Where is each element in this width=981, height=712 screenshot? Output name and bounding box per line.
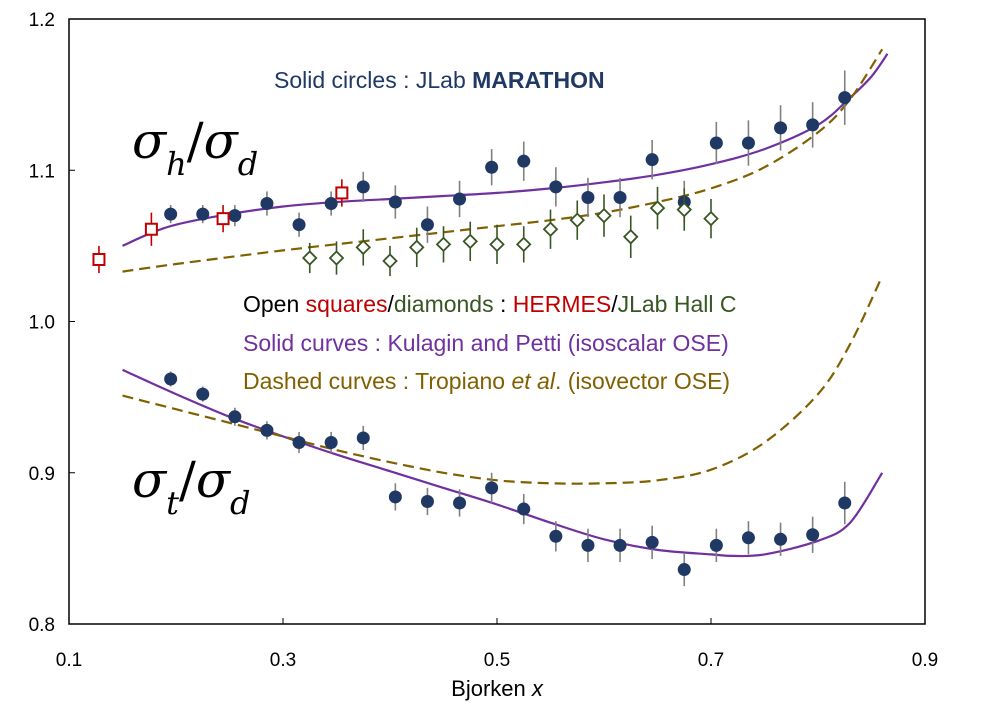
data-point-circle [581,190,595,204]
data-point-square [335,186,349,200]
data-point-circle [260,197,274,211]
data-point-diamond [355,239,372,256]
x-axis-title: Bjorken x [451,676,544,701]
data-point-circle [196,387,210,401]
data-point-diamond [489,236,505,253]
x-tick-label: 0.9 [912,650,938,671]
data-point-diamond [622,229,639,245]
x-tick-label: 0.3 [270,650,296,671]
data-point-diamond [382,253,398,269]
data-point-circle [196,207,210,221]
data-point-circle [613,538,627,552]
data-point-circle [549,180,563,194]
data-point-diamond [596,207,612,224]
data-point-circle [164,372,178,386]
data-point-diamond [301,250,318,266]
data-point-diamond [435,236,452,253]
data-point-circle [645,535,659,549]
y-tick-label: 1.1 [29,161,55,182]
data-point-circle [453,496,467,510]
data-point-square [144,222,158,236]
y-tick-label: 1.2 [29,10,55,31]
curve-solid-2 [122,368,884,558]
data-point-circle [806,528,820,542]
data-point-circle [420,494,434,508]
data-point-circle [613,190,627,204]
data-point-circle [741,136,755,150]
data-point-circle [485,481,499,495]
data-point-circle [581,538,595,552]
data-point-circle [645,153,659,167]
data-point-diamond [569,212,586,228]
y-tick-label: 0.8 [29,615,55,636]
data-point-diamond [328,250,345,266]
data-point-circle [453,192,467,206]
data-point-circle [260,423,274,437]
data-point-diamond [542,221,559,238]
data-point-square [216,212,230,226]
data-point-circle [709,136,723,150]
data-point-diamond [649,200,666,216]
data-point-circle [356,180,370,194]
label-sigma-h-over-sigma-d: σh/σd [132,112,258,183]
axis-ticks: 0.1 0.3 0.5 0.7 0.9 0.8 0.9 1.0 1.1 1.2 [29,10,939,671]
data-point-circle [485,160,499,174]
label-sigma-t-over-sigma-d: σt/σd [132,451,250,522]
data-point-diamond [515,236,532,253]
data-point-circle [838,91,852,105]
data-point-circle [774,121,788,135]
curve-dashed-3 [122,275,884,485]
data-point-circle [228,410,242,424]
data-point-circle [709,538,723,552]
data-point-circle [388,490,402,504]
data-point-circle [517,502,531,516]
y-tick-label: 0.9 [29,464,55,485]
annotation-open-markers: Open squares/diamonds : HERMES/JLab Hall… [243,291,736,317]
plot-frame [68,18,926,625]
data-point-diamond [408,239,425,256]
data-point-circle [774,532,788,546]
data-point-diamond [676,201,693,218]
data-point-circle [549,529,563,543]
data-point-circle [164,207,178,221]
data-point-diamond [703,210,719,227]
data-point-circle [517,154,531,168]
data-point-circle [292,218,306,232]
y-tick-label: 1.0 [29,313,55,334]
x-tick-label: 0.1 [56,650,82,671]
data-point-circle [324,436,338,449]
data-point-circle [741,531,755,545]
data-point-circle [806,118,820,132]
data-point-circle [228,209,242,223]
annotation-solid-curves: Solid curves : Kulagin and Petti (isosca… [243,330,729,356]
data-point-circle [324,197,338,211]
x-tick-label: 0.7 [698,650,724,671]
x-tick-label: 0.5 [484,650,510,671]
data-point-circle [356,431,370,445]
annotation-marathon: Solid circles : JLab MARATHON [274,67,605,93]
data-point-circle [388,195,402,209]
data-point-circle [292,436,306,449]
annotation-dashed-curves: Dashed curves : Tropiano et al. (isovect… [243,368,730,394]
data-point-diamond [462,233,479,250]
data-point-square [92,252,106,266]
data-point-circle [420,218,434,232]
data-point-circle [838,496,852,510]
data-point-circle [677,563,691,577]
data-points [92,70,852,587]
